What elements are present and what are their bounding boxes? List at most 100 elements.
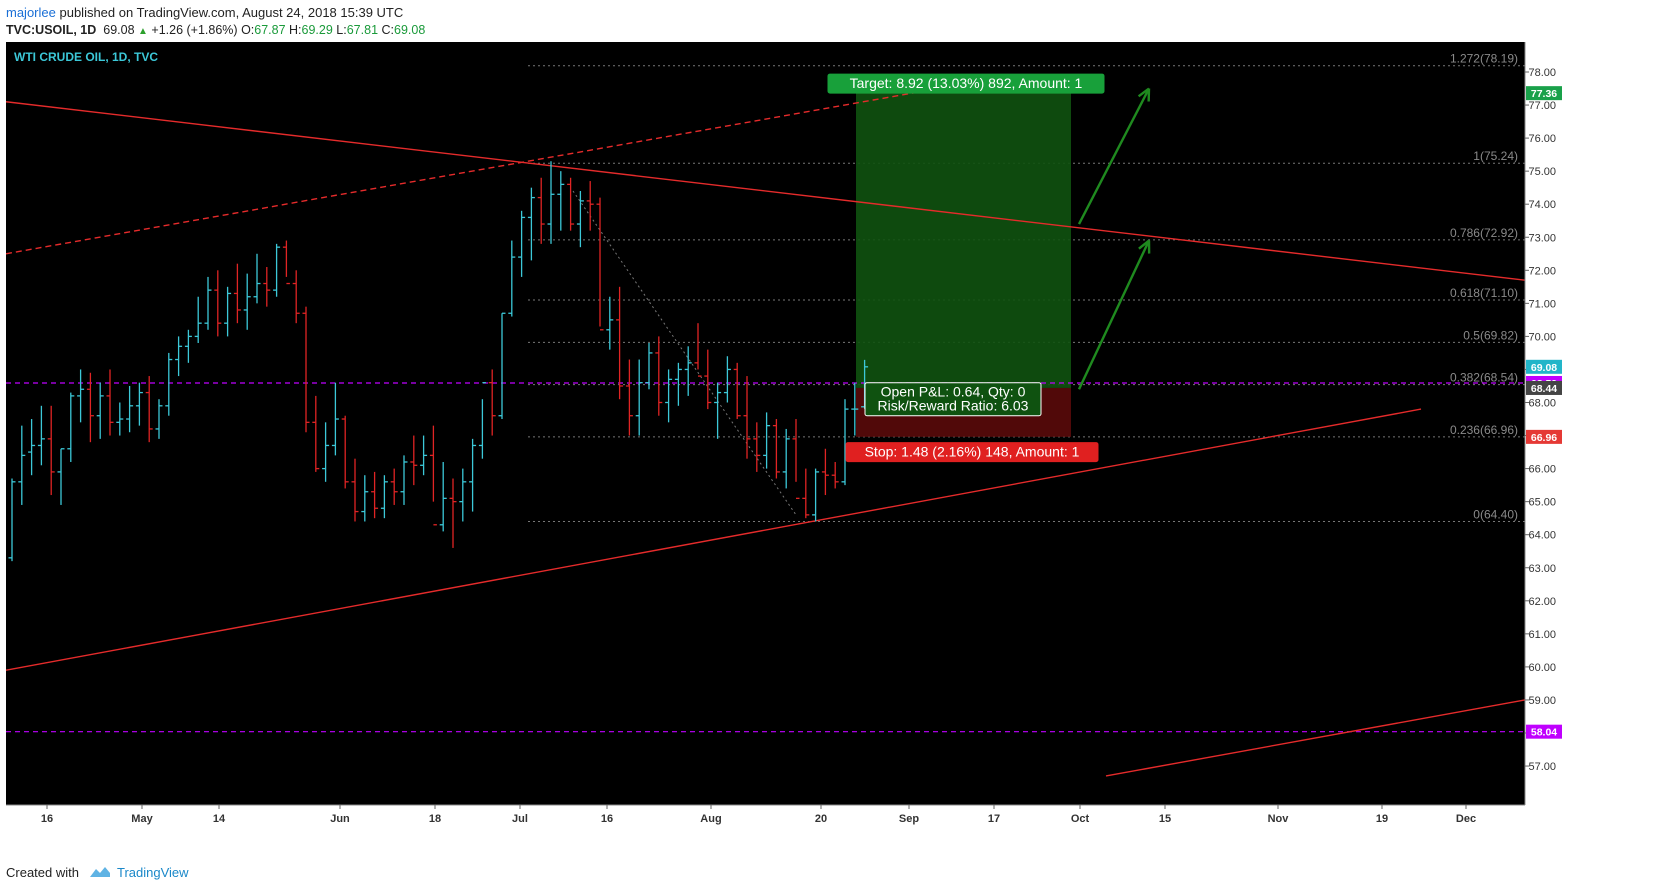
time-axis[interactable]: 16 May 14 Jun 18 Jul 16 Aug 20 Sep 17 Oct 15 Nov 19 Dec: [6, 804, 1525, 825]
price-tick-label: 73.00: [1528, 232, 1556, 244]
fib-trend-line: [572, 190, 797, 516]
pnl-label-box: [864, 382, 1042, 417]
time-tick-label: 18: [429, 813, 441, 825]
symbol-line: TVC:USOIL, 1D 69.08 ▲ +1.26 (+1.86%) O:6…: [6, 23, 425, 37]
price-tick-label: 64.00: [1528, 530, 1556, 542]
target-label: Target: 8.92 (13.03%) 892, Amount: 1: [827, 73, 1105, 94]
close-label: C:: [381, 23, 395, 37]
time-tick-label: 20: [815, 813, 827, 825]
time-tick-label: 17: [988, 813, 1000, 825]
price-tick-label: 71.00: [1528, 298, 1556, 310]
price-tick-label: 61.00: [1528, 629, 1556, 641]
price-tag: [1526, 724, 1562, 739]
time-tick-label: 14: [213, 813, 226, 825]
stop-label-box: [845, 442, 1099, 463]
price-tick-label: 59.00: [1528, 695, 1556, 707]
time-tick-label: Oct: [1071, 813, 1090, 825]
arrow-head: [1137, 87, 1150, 98]
price-tag: [1526, 380, 1562, 395]
target-label-text: Target: 8.92 (13.03%) 892, Amount: 1: [850, 75, 1083, 91]
fibonacci-retracement[interactable]: 1.272(78.19) 1(75.24) 0.786(72.92) 0.618(71…: [528, 52, 1525, 522]
high-label: H:: [289, 23, 302, 37]
time-tick-label: Jun: [330, 813, 350, 825]
price-tick-label: 70.00: [1528, 331, 1556, 343]
dashed-channel-line: [5, 160, 529, 255]
price-tag: [1526, 359, 1562, 374]
price-tag-label: 58.04: [1531, 727, 1557, 739]
lower-trend-line: [5, 408, 1422, 671]
chart-area[interactable]: WTI CRUDE OIL, 1D, TVC 1.272(78.19) 1(75.…: [5, 42, 1660, 854]
tradingview-logo-icon: [89, 867, 110, 877]
symbol-name[interactable]: TVC:USOIL, 1D: [6, 23, 97, 37]
price-tag: [1526, 86, 1562, 101]
fib-level-label: 0.236(66.96): [1450, 423, 1518, 437]
high-value: 69.29: [301, 23, 333, 37]
price-tick-label: 76.00: [1528, 133, 1556, 145]
open-label: O:: [241, 23, 255, 37]
projection-arrow[interactable]: [1077, 87, 1151, 225]
price-tick-label: 57.00: [1528, 761, 1556, 773]
chart-header: majorlee published on TradingView.com, A…: [6, 2, 1660, 42]
price-tick-label: 72.00: [1528, 265, 1556, 277]
fib-level-label: 0(64.40): [1473, 507, 1518, 521]
chart-title: WTI CRUDE OIL, 1D, TVC: [14, 50, 158, 64]
price-tick-label: 66.00: [1528, 464, 1556, 476]
price-tick-label: 62.00: [1528, 596, 1556, 608]
publish-line: majorlee published on TradingView.com, A…: [6, 5, 403, 20]
target-label-box: [827, 73, 1105, 94]
long-position[interactable]: [856, 93, 1071, 437]
time-tick-label: 15: [1159, 813, 1171, 825]
price-tag-label: 68.44: [1531, 383, 1557, 395]
time-tick-label: Nov: [1268, 813, 1290, 825]
arrow-shaft: [1077, 240, 1151, 390]
time-tick-label: Jul: [512, 813, 528, 825]
time-tick-label: 19: [1376, 813, 1388, 825]
trend-lines[interactable]: [5, 82, 1526, 777]
upper-trend-line: [5, 101, 1526, 281]
price-axis[interactable]: 57.0058.0059.0060.0061.0062.0063.0064.00…: [1524, 42, 1562, 805]
up-triangle-icon: ▲: [138, 26, 148, 37]
publish-info: published on TradingView.com, August 24,…: [59, 5, 404, 20]
fib-level-label: 1(75.24): [1473, 149, 1518, 163]
price-tick-label: 60.00: [1528, 662, 1556, 674]
price-tick-label: 65.00: [1528, 497, 1556, 509]
price-tag-label: 69.08: [1531, 362, 1557, 374]
fib-level-label: 0.5(69.82): [1463, 328, 1518, 342]
price-tick-label: 78.00: [1528, 67, 1556, 79]
dashed-channel-line: [527, 82, 967, 162]
tradingview-link[interactable]: TradingView: [116, 864, 189, 880]
footer: Created with TradingView: [6, 860, 406, 884]
price-tick-label: 63.00: [1528, 563, 1556, 575]
pnl-label-text: Risk/Reward Ratio: 6.03: [878, 398, 1029, 414]
fib-level-label: 0.618(71.10): [1450, 286, 1518, 300]
time-tick-label: Sep: [899, 813, 919, 825]
close-value: 69.08: [394, 23, 426, 37]
position-profit-zone: [856, 93, 1071, 388]
horizontal-levels[interactable]: [6, 382, 1525, 733]
fib-level-label: 1.272(78.19): [1450, 52, 1518, 66]
fib-level-label: 0.786(72.92): [1450, 226, 1518, 240]
projection-arrows[interactable]: [1077, 87, 1151, 390]
time-tick-label: 16: [41, 813, 53, 825]
last-price: 69.08: [103, 23, 135, 37]
time-tick-label: Dec: [1456, 813, 1476, 825]
price-tag-label: 66.96: [1531, 432, 1557, 444]
open-value: 67.87: [254, 23, 286, 37]
plot-background: [6, 42, 1525, 805]
time-tick-label: May: [131, 813, 153, 825]
arrow-head: [1138, 239, 1150, 250]
pnl-label-text: Open P&L: 0.64, Qty: 0: [881, 384, 1026, 400]
lower-channel-line: [1105, 699, 1526, 777]
ohlc-bars: [8, 161, 869, 562]
price-tick-label: 68.00: [1528, 398, 1556, 410]
price-chart[interactable]: WTI CRUDE OIL, 1D, TVC 1.272(78.19) 1(75.…: [5, 42, 1660, 854]
projection-arrow[interactable]: [1077, 239, 1151, 390]
price-tag-label: 77.36: [1531, 88, 1557, 100]
price-tick-label: 74.00: [1528, 199, 1556, 211]
fib-level-label: 0.382(68.54): [1450, 371, 1518, 385]
time-tick-label: 16: [601, 813, 613, 825]
stop-label-text: Stop: 1.48 (2.16%) 148, Amount: 1: [865, 444, 1080, 460]
low-label: L:: [336, 23, 347, 37]
author-link[interactable]: majorlee: [6, 5, 56, 20]
